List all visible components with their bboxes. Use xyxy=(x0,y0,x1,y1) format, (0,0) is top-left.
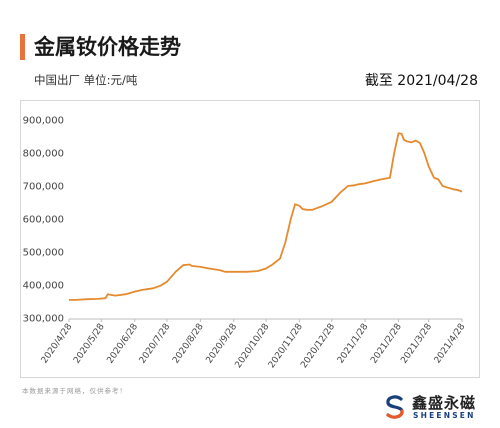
brand-logo: 鑫盛永磁 SHEENSEN xyxy=(382,392,482,422)
y-tick-label: 700,000 xyxy=(23,182,64,193)
as-of-date: 截至 2021/04/28 xyxy=(364,73,478,89)
y-tick-label: 800,000 xyxy=(23,149,64,160)
x-tick-label: 2020/12/28 xyxy=(299,322,337,370)
y-tick-label: 400,000 xyxy=(23,281,64,292)
x-tick-label: 2020/8/28 xyxy=(171,322,206,366)
y-tick-label: 300,000 xyxy=(23,314,64,325)
source-note: 本数据来源于网络，仅供参考！ xyxy=(22,387,127,395)
page-title: 金属钕价格走势 xyxy=(34,35,181,59)
x-tick-label: 2020/6/28 xyxy=(105,322,140,366)
y-tick-label: 900,000 xyxy=(23,116,64,127)
logo-text-cn: 鑫盛永磁 xyxy=(412,394,477,412)
x-tick-label: 2020/4/28 xyxy=(40,322,75,366)
title-accent-bar xyxy=(20,34,25,60)
x-tick-label: 2020/10/28 xyxy=(234,322,272,370)
chart-panel xyxy=(20,100,480,378)
sheensen-logo-icon xyxy=(386,395,404,419)
x-tick-label: 2021/4/28 xyxy=(433,322,468,366)
x-tick-label: 2020/7/28 xyxy=(138,322,173,366)
x-tick-label: 2021/3/28 xyxy=(399,322,434,366)
y-tick-label: 500,000 xyxy=(23,248,64,259)
x-tick-label: 2020/5/28 xyxy=(72,322,107,366)
price-line-chart: 300,000 400,000 500,000 600,000 700,000 800,0… xyxy=(23,116,468,371)
y-tick-label: 600,000 xyxy=(23,215,64,226)
price-series-line xyxy=(69,132,463,301)
unit-note: 中国出厂 单位:元/吨 xyxy=(34,73,138,87)
x-tick-label: 2021/1/28 xyxy=(336,322,371,366)
logo-text-en: SHEENSEN xyxy=(413,411,476,420)
x-tick-label: 2020/9/28 xyxy=(205,322,240,366)
